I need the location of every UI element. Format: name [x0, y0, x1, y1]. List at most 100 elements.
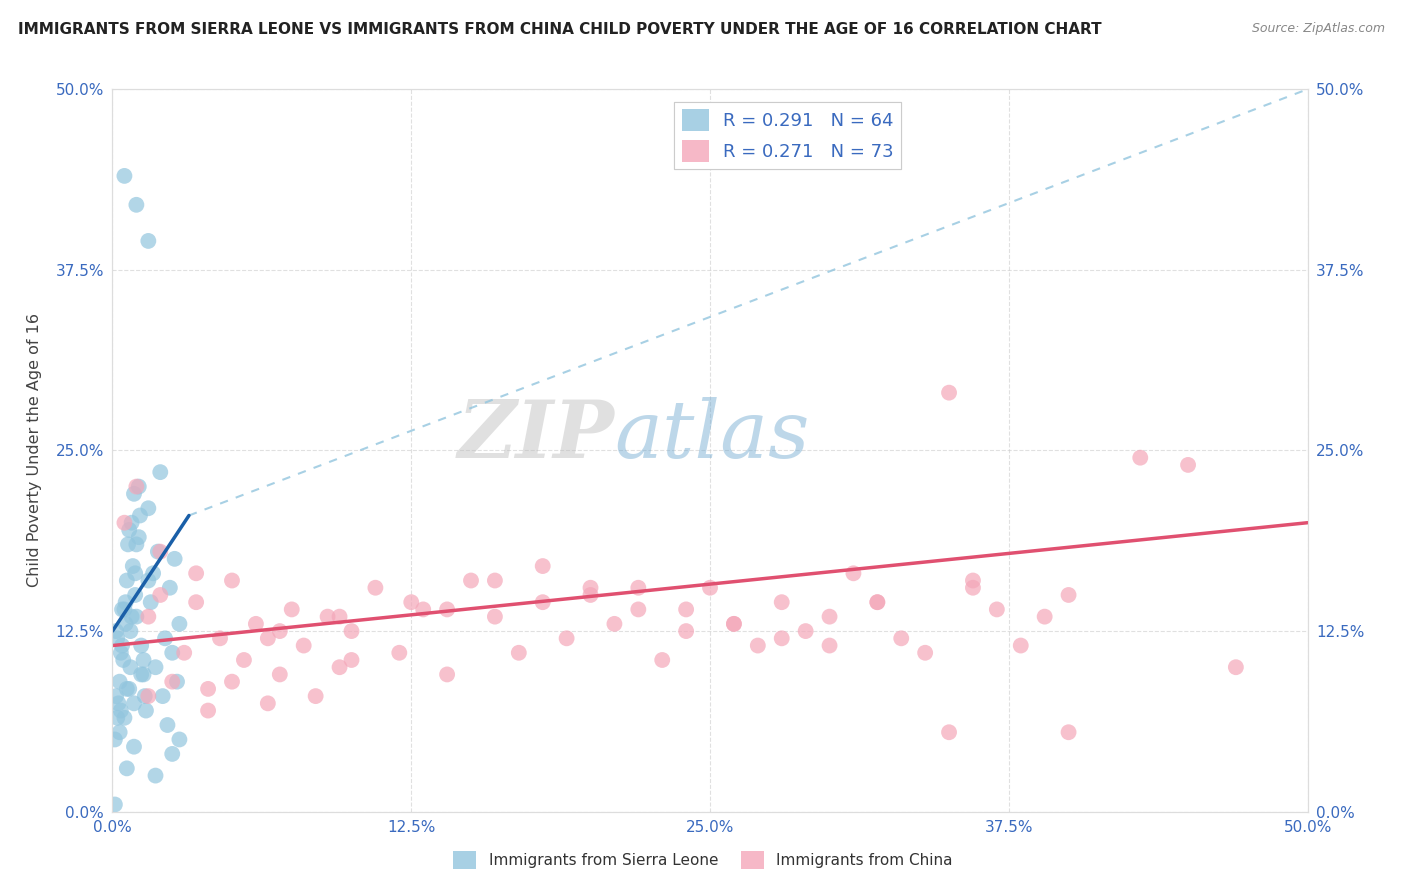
- Point: [1057, 725, 1080, 739]
- Text: IMMIGRANTS FROM SIERRA LEONE VS IMMIGRANTS FROM CHINA CHILD POVERTY UNDER THE AG: IMMIGRANTS FROM SIERRA LEONE VS IMMIGRAN…: [18, 22, 1102, 37]
- Point: [149, 588, 172, 602]
- Point: [132, 653, 155, 667]
- Point: [129, 639, 152, 653]
- Point: [818, 609, 841, 624]
- Point: [675, 624, 697, 639]
- Point: [124, 566, 146, 581]
- Point: [197, 704, 219, 718]
- Point: [186, 595, 208, 609]
- Point: [121, 516, 143, 530]
- Point: [138, 609, 160, 624]
- Point: [221, 674, 243, 689]
- Point: [651, 653, 673, 667]
- Point: [145, 660, 167, 674]
- Point: [152, 689, 174, 703]
- Point: [603, 616, 626, 631]
- Point: [162, 747, 183, 761]
- Point: [139, 595, 162, 609]
- Point: [257, 632, 280, 646]
- Point: [153, 632, 176, 646]
- Point: [117, 537, 139, 551]
- Point: [962, 581, 984, 595]
- Point: [412, 602, 434, 616]
- Point: [460, 574, 482, 588]
- Point: [986, 602, 1008, 616]
- Point: [401, 595, 423, 609]
- Point: [890, 632, 912, 646]
- Point: [1177, 458, 1199, 472]
- Point: [962, 574, 984, 588]
- Legend: R = 0.291   N = 64, R = 0.271   N = 73: R = 0.291 N = 64, R = 0.271 N = 73: [675, 102, 901, 169]
- Point: [105, 624, 128, 639]
- Point: [579, 581, 602, 595]
- Point: [128, 530, 150, 544]
- Point: [233, 653, 256, 667]
- Point: [627, 581, 650, 595]
- Point: [129, 508, 152, 523]
- Point: [1010, 639, 1032, 653]
- Point: [484, 609, 506, 624]
- Point: [329, 660, 352, 674]
- Point: [436, 667, 458, 681]
- Point: [866, 595, 889, 609]
- Point: [245, 616, 267, 631]
- Point: [627, 602, 650, 616]
- Legend: Immigrants from Sierra Leone, Immigrants from China: Immigrants from Sierra Leone, Immigrants…: [447, 845, 959, 875]
- Point: [699, 581, 721, 595]
- Point: [114, 711, 135, 725]
- Point: [145, 769, 167, 783]
- Point: [114, 516, 135, 530]
- Point: [1129, 450, 1152, 465]
- Point: [938, 725, 960, 739]
- Point: [221, 574, 243, 588]
- Point: [118, 681, 141, 696]
- Point: [173, 646, 195, 660]
- Text: ZIP: ZIP: [457, 397, 614, 475]
- Point: [329, 609, 352, 624]
- Point: [436, 602, 458, 616]
- Point: [1225, 660, 1247, 674]
- Point: [169, 732, 191, 747]
- Point: [531, 595, 554, 609]
- Point: [135, 704, 157, 718]
- Point: [531, 559, 554, 574]
- Point: [292, 639, 315, 653]
- Point: [316, 609, 339, 624]
- Point: [162, 646, 183, 660]
- Point: [105, 711, 128, 725]
- Point: [114, 595, 136, 609]
- Point: [842, 566, 865, 581]
- Point: [124, 588, 146, 602]
- Text: atlas: atlas: [614, 397, 810, 475]
- Point: [115, 681, 138, 696]
- Point: [128, 480, 150, 494]
- Point: [914, 646, 936, 660]
- Point: [675, 602, 697, 616]
- Point: [134, 689, 156, 703]
- Point: [111, 602, 134, 616]
- Point: [114, 602, 135, 616]
- Point: [125, 609, 148, 624]
- Point: [125, 198, 148, 212]
- Point: [114, 169, 135, 183]
- Point: [105, 689, 128, 703]
- Point: [121, 559, 143, 574]
- Point: [108, 725, 131, 739]
- Point: [149, 465, 172, 479]
- Point: [121, 609, 143, 624]
- Point: [269, 667, 291, 681]
- Point: [166, 674, 188, 689]
- Point: [340, 653, 363, 667]
- Point: [129, 667, 152, 681]
- Point: [163, 551, 186, 566]
- Point: [281, 602, 304, 616]
- Point: [169, 616, 191, 631]
- Point: [364, 581, 387, 595]
- Point: [770, 595, 793, 609]
- Point: [579, 588, 602, 602]
- Point: [1057, 588, 1080, 602]
- Point: [938, 385, 960, 400]
- Point: [110, 646, 132, 660]
- Point: [209, 632, 232, 646]
- Point: [104, 732, 127, 747]
